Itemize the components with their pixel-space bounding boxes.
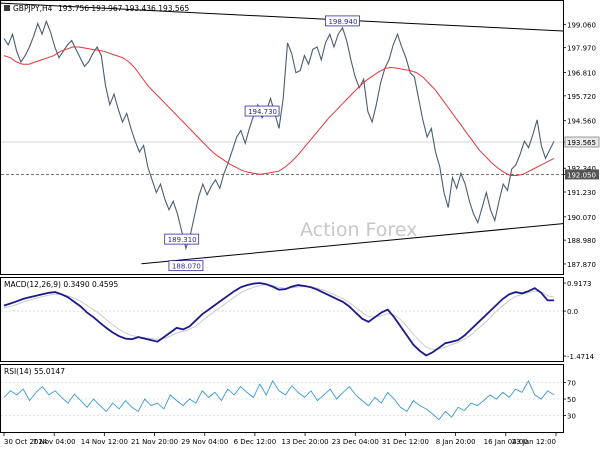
price-tick-label: 191.230: [567, 189, 596, 197]
annotation-label: 198.940: [328, 18, 357, 26]
time-tick-label: 13 Dec 20:00: [282, 438, 329, 446]
time-tick-label: 7 Nov 04:00: [33, 438, 76, 446]
annotation-box: [244, 105, 280, 117]
price-panel-frame: [0, 0, 564, 275]
time-tick-label: 21 Nov 20:00: [131, 438, 178, 446]
annotation-box: [164, 233, 200, 245]
rsi-title: RSI(14) 55.0147: [4, 367, 65, 376]
price-tick-label-box: [564, 136, 600, 148]
time-tick-label: 30 Oct 2024: [4, 438, 48, 446]
price-tick-label: 193.565: [567, 139, 596, 147]
price-tick-label: 195.720: [567, 93, 596, 101]
rsi-line: [3, 379, 555, 421]
macd-tick-label: -1.4714: [567, 353, 595, 361]
annotation-label: 188.070: [172, 263, 201, 271]
macd-tick-label: 0.0: [567, 308, 578, 316]
price-tick-label: 199.060: [567, 21, 596, 29]
moving-average-line: [3, 46, 555, 176]
rsi-tick-label: 70: [567, 380, 576, 388]
time-tick-label: 16 Jan 04:00: [484, 438, 528, 446]
time-tick-label: 8 Jan 20:00: [436, 438, 476, 446]
axis-layer: 199.060 197.970 196.810 195.720 194.560 193.5…: [3, 21, 600, 446]
macd-panel-frame: [0, 277, 564, 362]
time-tick-label: 29 Nov 04:00: [181, 438, 228, 446]
trendline-lower: [141, 223, 564, 265]
annotation-label: 189.310: [168, 236, 197, 244]
annotation-box: [168, 260, 204, 272]
time-tick-label: 14 Nov 12:00: [81, 438, 128, 446]
rsi-tick-label: 50: [567, 396, 576, 404]
symbol-icon: [4, 5, 10, 11]
trendline-upper: [0, 2, 564, 32]
rsi-tick-label: 30: [567, 413, 576, 421]
annotation-box: [325, 15, 360, 27]
ohlc-values: 193.756 193.967 193.436 193.565: [58, 4, 189, 13]
macd-tick-label: 0.9173: [567, 280, 592, 288]
time-tick-label: 6 Dec 12:00: [234, 438, 277, 446]
macd-title: MACD(12,26,9) 0.3490 0.4595: [4, 280, 118, 289]
time-tick-label: 23 Jan 12:00: [512, 438, 556, 446]
price-tick-label: 196.810: [567, 70, 596, 78]
price-tick-label: 194.560: [567, 118, 596, 126]
price-tick-label: 190.070: [567, 214, 596, 222]
watermark: Action Forex: [300, 219, 417, 241]
price-series-line: [3, 19, 555, 251]
macd-line: [3, 282, 554, 357]
annotation-label: 194.730: [248, 108, 277, 116]
symbol-header: GBPJPY,H4 193.756 193.967 193.436 193.56…: [4, 4, 189, 13]
price-tick-label: 192.050: [567, 171, 596, 179]
symbol-label: GBPJPY,H4: [13, 4, 53, 13]
price-tick-label: 192.340: [567, 165, 596, 173]
rsi-panel-frame: [0, 364, 564, 433]
price-tick-label-box: [565, 169, 599, 180]
time-tick-label: 23 Dec 04:00: [332, 438, 379, 446]
rsi-layer: [1, 379, 563, 421]
price-tick-label: 197.970: [567, 45, 596, 53]
time-tick-label: 31 Dec 12:00: [382, 438, 429, 446]
price-tick-label: 187.870: [567, 261, 596, 269]
macd-layer: [1, 282, 563, 357]
price-tick-label: 188.980: [567, 237, 596, 245]
macd-signal-line: [3, 284, 555, 350]
price-layer: 198.940 194.730 189.310 188.070: [0, 2, 564, 272]
